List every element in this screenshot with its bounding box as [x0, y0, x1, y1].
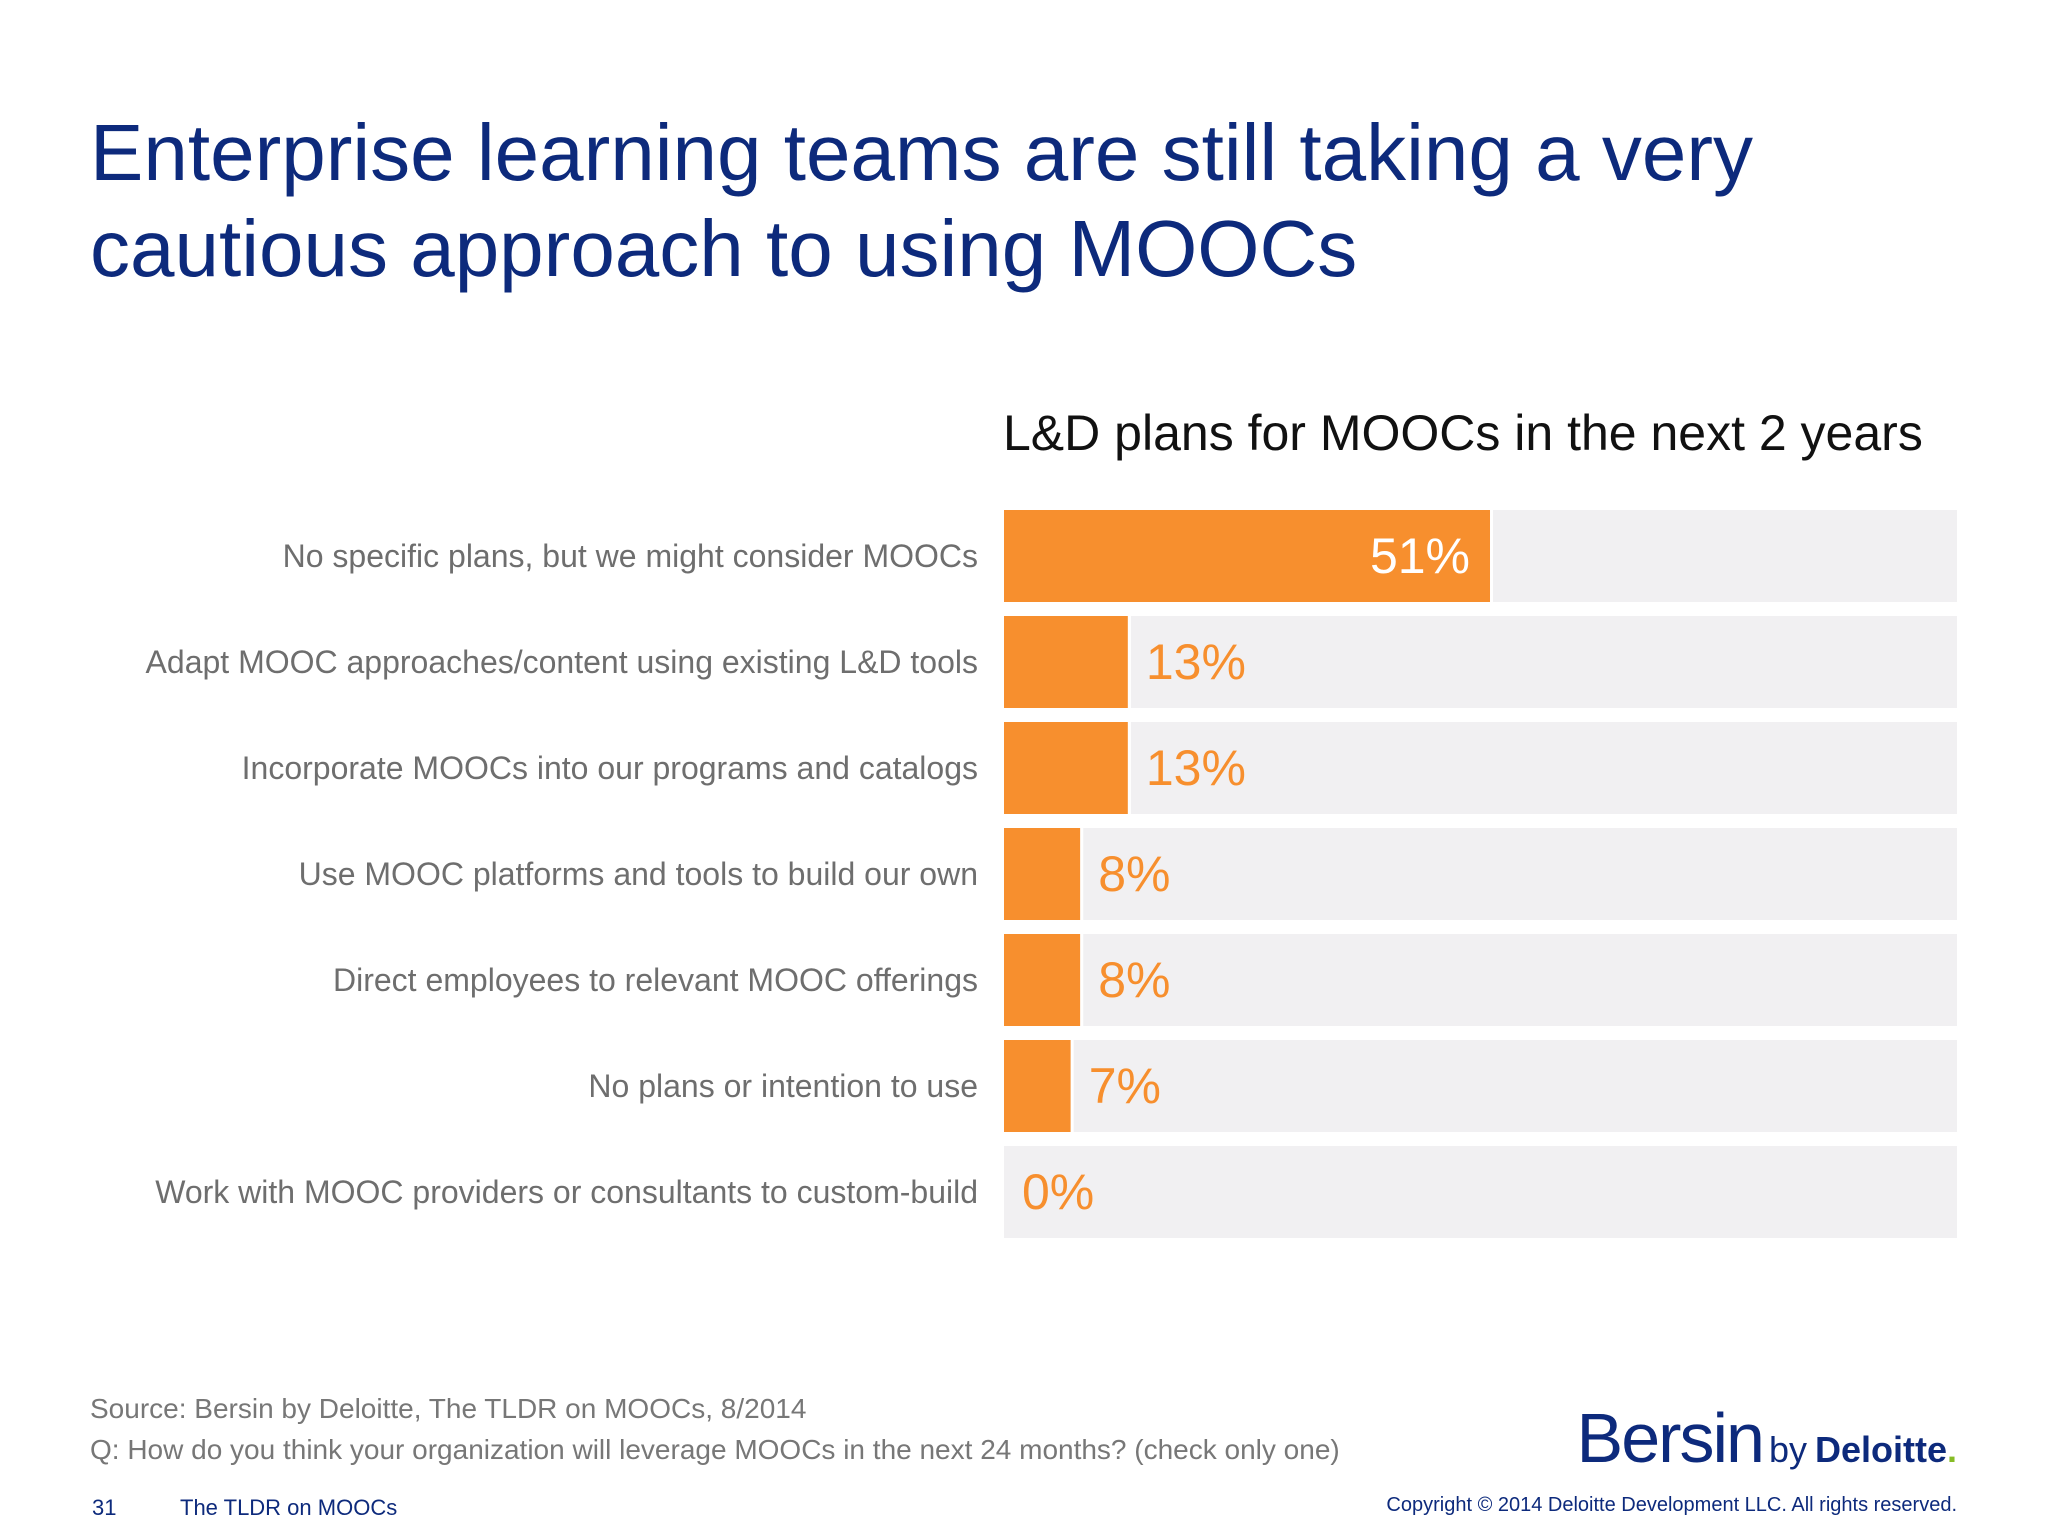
bar-separator — [1080, 934, 1084, 1026]
logo-deloitte: Deloitte — [1814, 1429, 1947, 1470]
logo-green-dot: . — [1946, 1429, 1957, 1470]
category-label: Direct employees to relevant MOOC offeri… — [333, 962, 978, 998]
value-label: 8% — [1098, 846, 1170, 902]
bar — [1004, 934, 1081, 1026]
value-label: 51% — [1370, 528, 1470, 584]
bar-track — [1004, 1146, 1957, 1238]
category-label: No specific plans, but we might consider… — [283, 538, 978, 574]
bar-track — [1004, 616, 1957, 708]
source-note: Source: Bersin by Deloitte, The TLDR on … — [90, 1393, 807, 1424]
bar-separator — [1490, 510, 1494, 602]
bar-separator — [1080, 828, 1084, 920]
bar-track — [1004, 934, 1957, 1026]
footer-doc-title: The TLDR on MOOCs — [180, 1495, 398, 1520]
value-label: 8% — [1098, 952, 1170, 1008]
value-label: 13% — [1146, 634, 1246, 690]
slide-title: Enterprise learning teams are still taki… — [90, 108, 1753, 293]
category-label: Use MOOC platforms and tools to build ou… — [299, 856, 978, 892]
bar — [1004, 722, 1128, 814]
page-number: 31 — [92, 1495, 117, 1520]
value-label: 0% — [1022, 1164, 1094, 1220]
bar-track — [1004, 828, 1957, 920]
category-label: No plans or intention to use — [588, 1068, 978, 1104]
logo-bersin: Bersin — [1576, 1399, 1765, 1477]
logo-by: by — [1768, 1429, 1807, 1470]
bersin-deloitte-logo: Bersin by Deloitte . — [1577, 1398, 1957, 1478]
value-label: 7% — [1089, 1058, 1161, 1114]
bar — [1004, 616, 1128, 708]
value-label: 13% — [1146, 740, 1246, 796]
bar — [1004, 510, 1491, 602]
copyright: Copyright © 2014 Deloitte Development LL… — [1386, 1494, 1957, 1516]
bar-separator — [1127, 722, 1131, 814]
category-label: Work with MOOC providers or consultants … — [155, 1174, 978, 1210]
chart-title: L&D plans for MOOCs in the next 2 years — [1003, 405, 1923, 461]
bar-track — [1004, 1040, 1957, 1132]
category-label: Incorporate MOOCs into our programs and … — [242, 750, 978, 786]
bar — [1004, 828, 1081, 920]
bar-separator — [1127, 616, 1131, 708]
bar-track — [1004, 722, 1957, 814]
survey-question: Q: How do you think your organization wi… — [90, 1434, 1340, 1465]
category-label: Adapt MOOC approaches/content using exis… — [146, 644, 978, 680]
bar-chart: No specific plans, but we might consider… — [146, 510, 1957, 1238]
bar-separator — [1070, 1040, 1074, 1132]
bar — [1004, 1040, 1071, 1132]
